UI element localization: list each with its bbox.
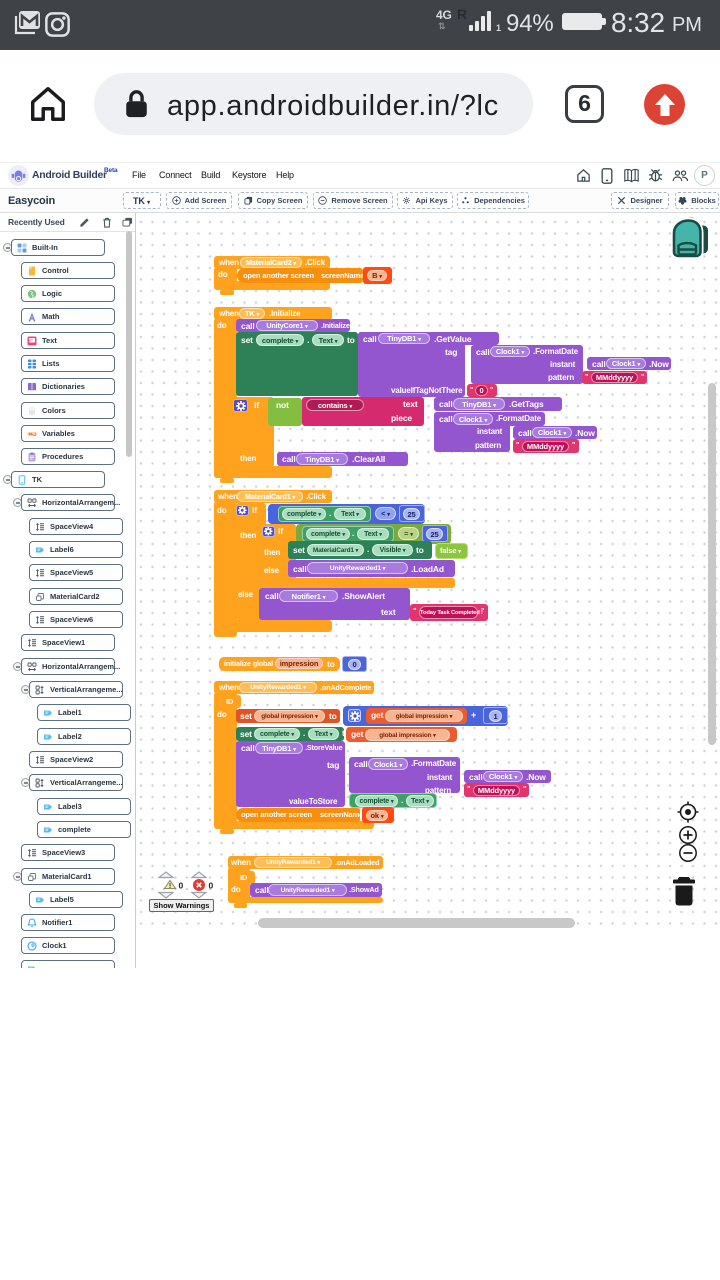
svg-text:0: 0: [179, 881, 184, 891]
svg-text:0: 0: [209, 881, 214, 891]
